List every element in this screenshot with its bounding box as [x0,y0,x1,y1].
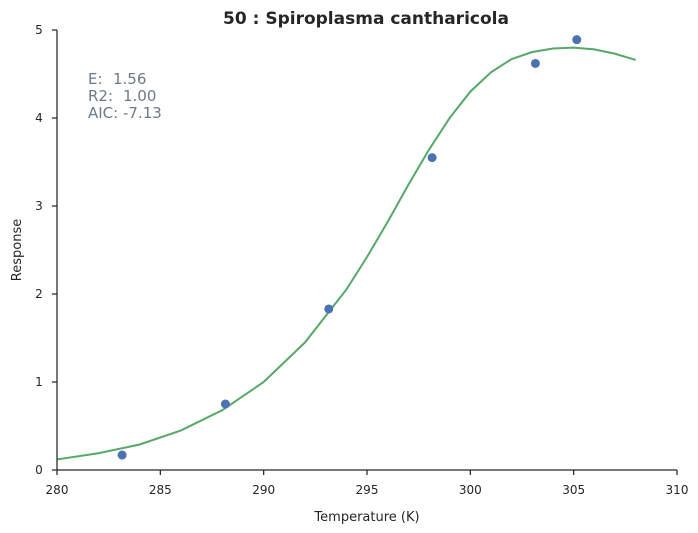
plot-area [56,35,636,461]
annotation-r2-label: R2: [88,87,113,105]
x-tick-label: 290 [252,483,275,497]
x-axis-ticks: 280 285 290 295 300 305 310 [46,470,689,497]
data-point [530,58,540,68]
y-tick-label: 0 [35,463,43,477]
y-tick-label: 1 [35,375,43,389]
x-tick-label: 310 [666,483,689,497]
data-points [117,35,582,460]
x-tick-label: 285 [149,483,172,497]
annotation-r2-value: 1.00 [123,87,156,105]
y-axis-label: Response [10,219,25,281]
x-tick-label: 305 [562,483,585,497]
fit-curve [56,46,636,461]
chart-title: 50 : Spiroplasma cantharicola [223,9,509,29]
data-point [427,153,437,163]
x-tick-label: 295 [356,483,379,497]
data-point [324,304,334,314]
annotation-aic-label: AIC: [88,104,118,122]
x-axis-label: Temperature (K) [313,510,419,525]
data-point [572,35,582,45]
y-tick-label: 4 [35,111,43,125]
annotation-e-label: E: [88,70,103,88]
annotation-aic-value: -7.13 [123,104,162,122]
annotation-e-value: 1.56 [113,70,146,88]
fit-statistics: E: 1.56 R2: 1.00 AIC: -7.13 [88,70,162,122]
y-tick-label: 2 [35,287,43,301]
y-axis-ticks: 0 1 2 3 4 5 [35,23,57,477]
x-tick-label: 300 [459,483,482,497]
y-tick-label: 5 [35,23,43,37]
y-tick-label: 3 [35,199,43,213]
x-tick-label: 280 [46,483,69,497]
data-point [220,399,230,409]
data-point [117,450,127,460]
